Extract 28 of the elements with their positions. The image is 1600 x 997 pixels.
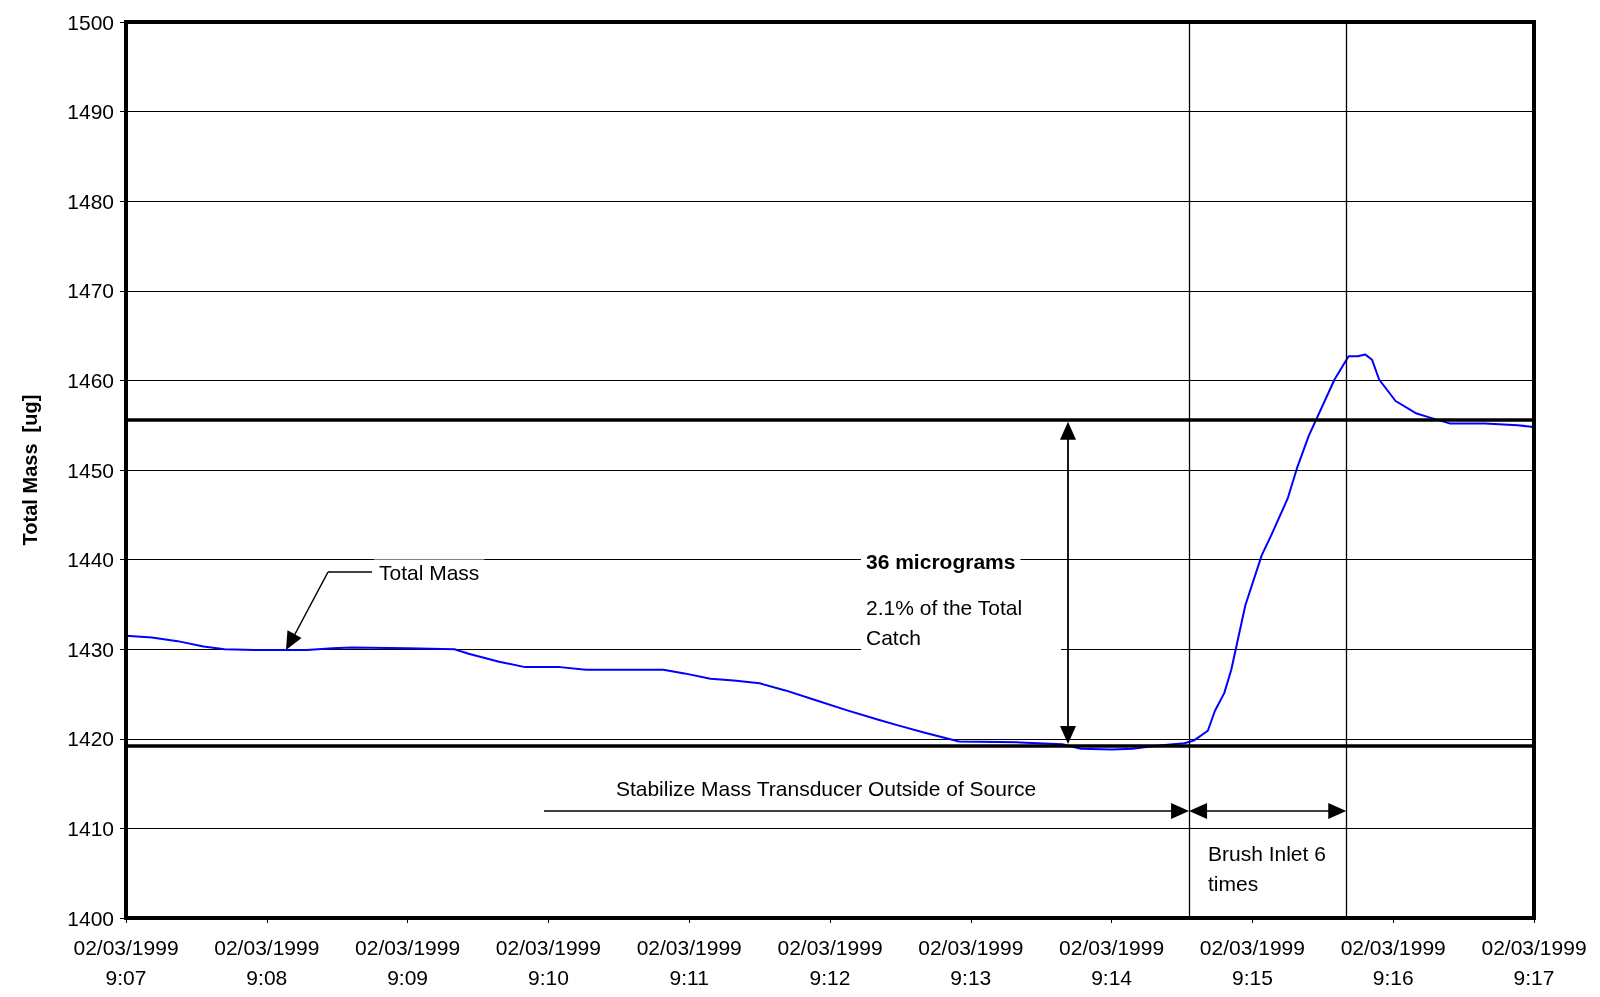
y-tick-label: 1470 (67, 279, 114, 303)
y-tick-label: 1460 (67, 368, 114, 392)
x-tick-label: 02/03/1999 9:14 (1059, 935, 1165, 989)
annotation: Stabilize Mass Transducer Outside of Source (615, 776, 1037, 800)
x-tick-label: 02/03/1999 9:17 (1481, 935, 1587, 989)
y-tick-label: 1480 (67, 189, 114, 213)
y-tick-label: 1410 (67, 816, 114, 840)
y-tick-label: 1440 (67, 548, 114, 572)
annotation: 36 micrograms (866, 549, 1016, 573)
x-tick-label: 02/03/1999 9:10 (495, 935, 601, 989)
y-tick-label: 1430 (67, 637, 114, 661)
y-tick-label: 1420 (67, 727, 114, 751)
x-tick-label: 02/03/1999 9:12 (777, 935, 883, 989)
y-tick-label: 1450 (67, 458, 114, 482)
x-tick-label: 02/03/1999 9:09 (355, 935, 461, 989)
x-tick-label: 02/03/1999 9:13 (918, 935, 1024, 989)
x-tick-label: 02/03/1999 9:08 (214, 935, 320, 989)
x-tick-label: 02/03/1999 9:15 (1199, 935, 1305, 989)
y-tick-label: 1400 (67, 906, 114, 930)
annotation: Total Mass (379, 560, 480, 584)
y-tick-label: 1490 (67, 100, 114, 124)
y-tick-label: 1500 (67, 10, 114, 34)
annotation: Brush Inlet 6 times (1208, 841, 1332, 895)
annotation: 2.1% of the Total Catch (866, 595, 1028, 649)
x-tick-label: 02/03/1999 9:11 (636, 935, 742, 989)
y-axis-title: Total Mass [ug] (19, 394, 41, 546)
x-tick-label: 02/03/1999 9:07 (73, 935, 179, 989)
x-tick-label: 02/03/1999 9:16 (1340, 935, 1446, 989)
